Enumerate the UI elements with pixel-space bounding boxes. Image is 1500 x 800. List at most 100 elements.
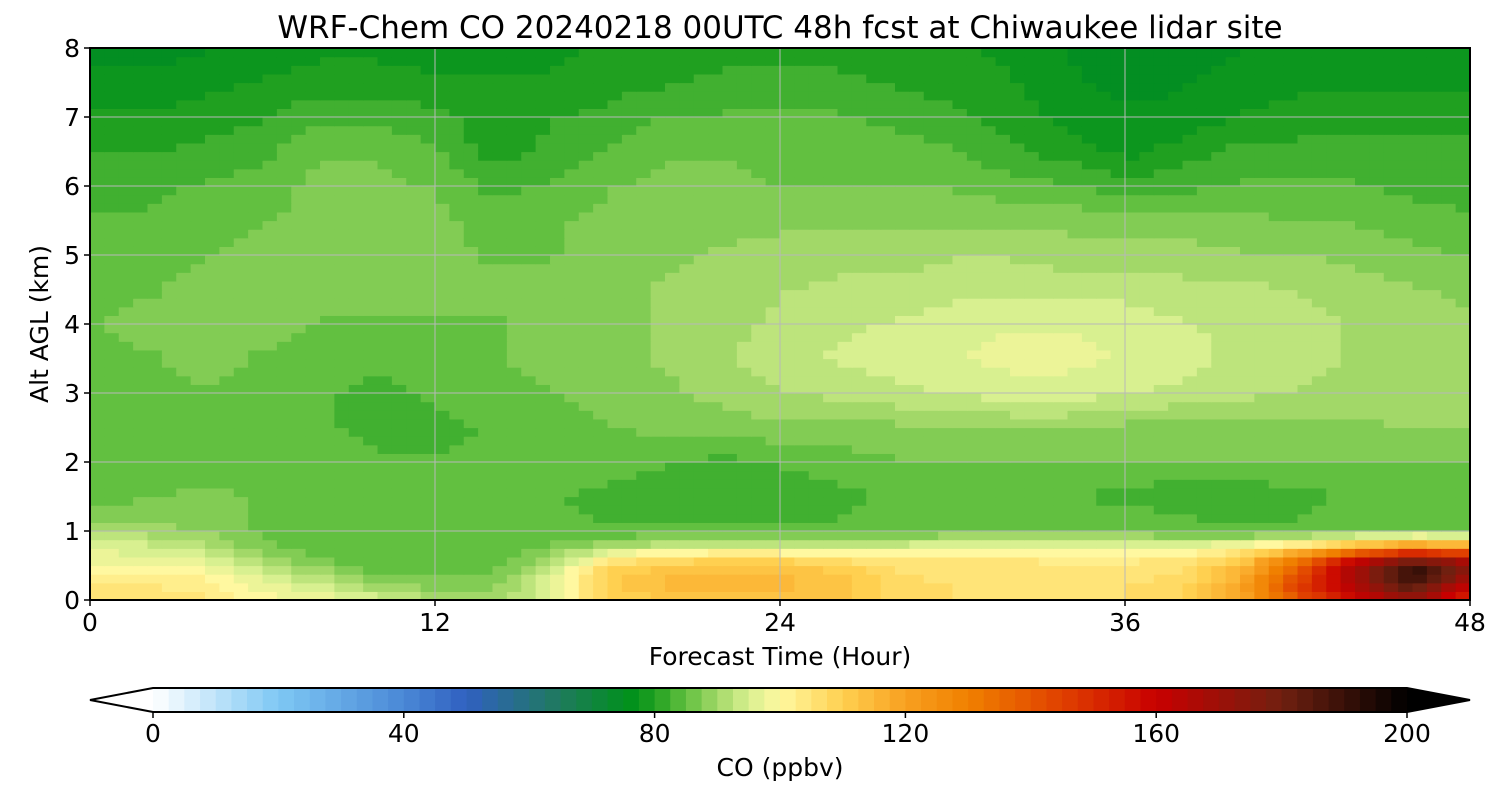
heatmap-cell <box>190 539 206 549</box>
heatmap-cell <box>1268 315 1284 325</box>
heatmap-cell <box>1283 522 1299 532</box>
heatmap-cell <box>607 410 623 420</box>
heatmap-cell <box>305 548 321 558</box>
heatmap-cell <box>535 401 551 411</box>
heatmap-cell <box>535 177 551 187</box>
heatmap-cell <box>363 220 379 230</box>
heatmap-cell <box>593 367 609 377</box>
heatmap-cell <box>1283 556 1299 567</box>
heatmap-cell <box>1240 237 1255 247</box>
heatmap-cell <box>1355 203 1370 213</box>
heatmap-cell <box>1096 513 1112 523</box>
heatmap-cell <box>334 151 350 161</box>
heatmap-cell <box>1426 548 1442 558</box>
heatmap-cell <box>1168 453 1184 463</box>
heatmap-cell <box>794 298 810 308</box>
heatmap-cell <box>1355 436 1370 446</box>
heatmap-cell <box>1398 168 1414 178</box>
heatmap-cell <box>1053 203 1069 213</box>
heatmap-cell <box>1096 582 1112 592</box>
heatmap-cell <box>578 168 594 178</box>
heatmap-cell <box>506 548 522 558</box>
heatmap-cell <box>1067 289 1083 299</box>
heatmap-cell <box>161 375 177 385</box>
heatmap-cell <box>1096 194 1112 204</box>
heatmap-cell <box>1254 522 1270 532</box>
heatmap-cell <box>420 160 436 170</box>
heatmap-cell <box>104 401 120 411</box>
heatmap-cell <box>334 332 350 342</box>
heatmap-cell <box>564 522 580 532</box>
heatmap-cell <box>851 436 867 446</box>
heatmap-cell <box>593 418 609 429</box>
heatmap-cell <box>851 462 867 472</box>
heatmap-cell <box>1096 531 1112 541</box>
heatmap-cell <box>1053 453 1069 463</box>
heatmap-cell <box>636 289 652 299</box>
heatmap-cell <box>147 298 163 308</box>
heatmap-cell <box>751 160 767 170</box>
heatmap-cell <box>262 177 278 187</box>
heatmap-cell <box>1225 263 1241 273</box>
heatmap-cell <box>521 574 537 584</box>
heatmap-cell <box>1110 332 1126 342</box>
heatmap-cell <box>1182 272 1198 282</box>
heatmap-cell <box>90 582 105 592</box>
heatmap-cell <box>1067 186 1083 196</box>
heatmap-cell <box>1153 384 1169 394</box>
heatmap-cell <box>679 255 695 265</box>
heatmap-cell <box>435 479 450 489</box>
heatmap-cell <box>1024 177 1040 187</box>
heatmap-cell <box>1125 531 1140 541</box>
heatmap-cell <box>348 349 364 360</box>
heatmap-cell <box>952 315 968 325</box>
heatmap-cell <box>449 401 465 411</box>
heatmap-cell <box>823 289 839 299</box>
heatmap-cell <box>377 168 393 178</box>
heatmap-cell <box>938 375 954 385</box>
heatmap-cell <box>334 574 350 584</box>
heatmap-cell <box>966 237 982 247</box>
heatmap-cell <box>233 332 249 342</box>
heatmap-cell <box>521 522 537 532</box>
heatmap-cell <box>1355 548 1370 558</box>
heatmap-cell <box>1225 358 1241 368</box>
heatmap-cell <box>593 393 609 403</box>
heatmap-cell <box>104 280 120 291</box>
heatmap-cell <box>1297 341 1313 351</box>
heatmap-cell <box>1110 367 1126 377</box>
heatmap-cell <box>765 384 781 394</box>
heatmap-cell <box>1096 410 1112 420</box>
heatmap-cell <box>262 246 278 256</box>
heatmap-cell <box>406 349 422 360</box>
heatmap-cell <box>1053 272 1069 282</box>
heatmap-cell <box>593 315 609 325</box>
heatmap-cell <box>808 531 824 541</box>
heatmap-cell <box>1125 255 1140 265</box>
heatmap-cell <box>880 332 896 342</box>
heatmap-cell <box>205 306 220 316</box>
heatmap-cell <box>550 168 565 178</box>
heatmap-cell <box>981 324 997 334</box>
heatmap-cell <box>1398 539 1414 549</box>
heatmap-cell <box>449 453 465 463</box>
heatmap-cell <box>708 272 724 282</box>
heatmap-cell <box>435 315 450 325</box>
heatmap-cell <box>736 367 752 377</box>
heatmap-cell <box>1240 358 1255 368</box>
heatmap-cell <box>291 194 307 204</box>
heatmap-cell <box>449 565 465 575</box>
heatmap-cell <box>665 505 680 515</box>
heatmap-cell <box>1340 531 1356 541</box>
heatmap-cell <box>1038 160 1054 170</box>
heatmap-cell <box>550 418 565 429</box>
heatmap-cell <box>995 462 1011 472</box>
heatmap-cell <box>521 349 537 360</box>
heatmap-cell <box>966 487 982 498</box>
heatmap-cell <box>104 522 120 532</box>
heatmap-cell <box>1254 298 1270 308</box>
heatmap-cell <box>118 160 134 170</box>
heatmap-cell <box>506 513 522 523</box>
heatmap-cell <box>981 453 997 463</box>
heatmap-cell <box>650 255 666 265</box>
